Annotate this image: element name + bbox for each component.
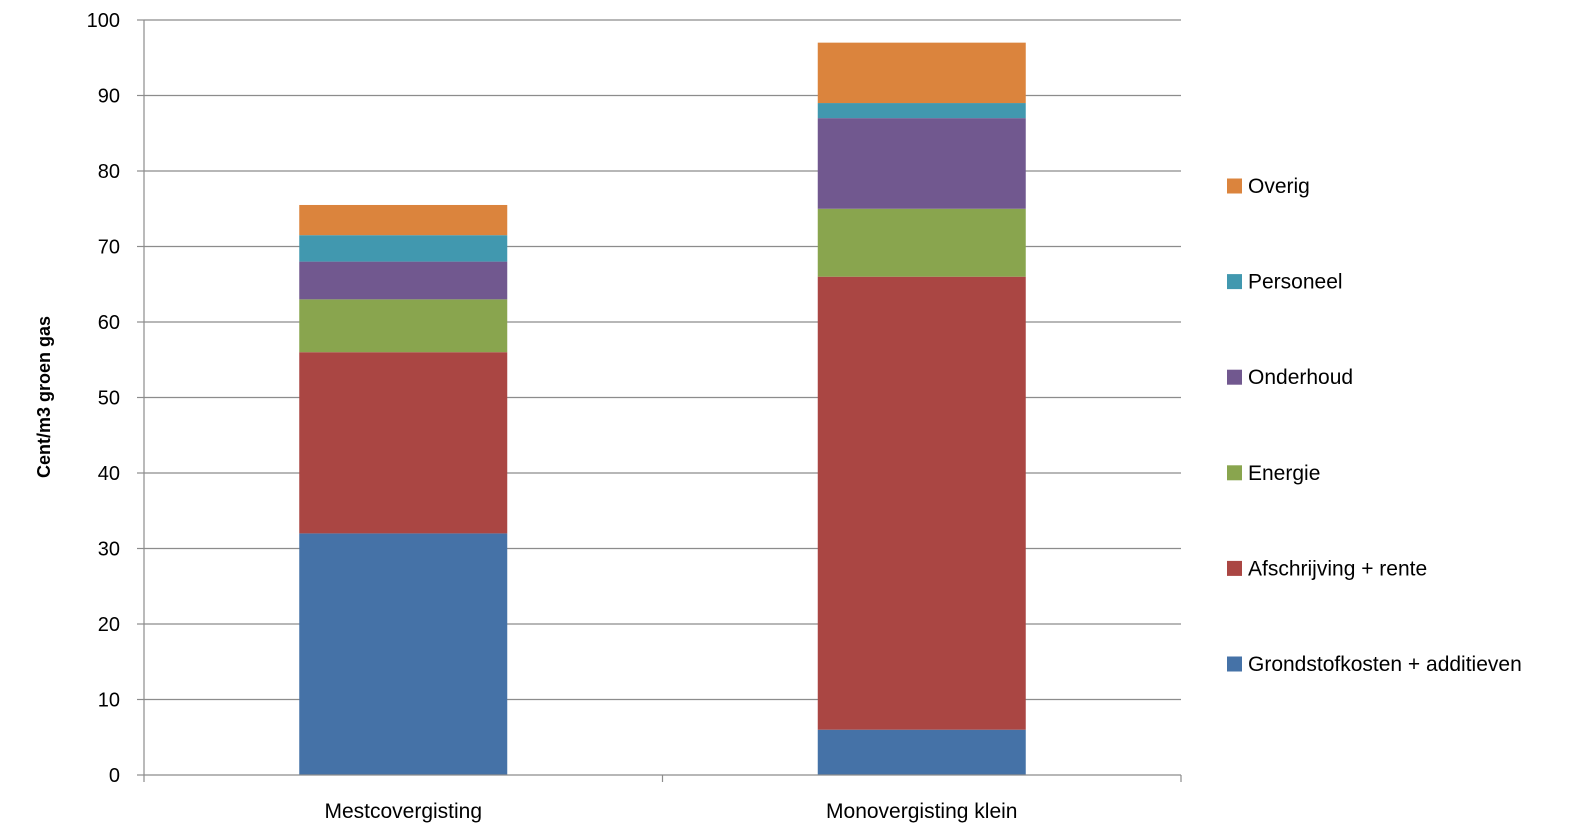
legend-label: Afschrijving + rente	[1248, 557, 1427, 580]
legend-item: Grondstofkosten + additieven	[1227, 653, 1522, 676]
legend-swatch	[1227, 560, 1242, 576]
bar-segment	[817, 118, 1026, 209]
bar-segment	[817, 103, 1026, 119]
legend-swatch	[1227, 656, 1242, 672]
bar-stacks	[299, 42, 1026, 775]
legend-label: Energie	[1248, 462, 1320, 485]
y-tick-label: 0	[109, 765, 120, 787]
bar-segment	[299, 299, 508, 353]
y-tick-label: 60	[98, 312, 120, 334]
x-category-labels: Mestcovergisting Monovergisting klein	[324, 800, 1017, 823]
legend: Grondstofkosten + additieven Afschrijving…	[1227, 175, 1522, 676]
y-tick-label: 20	[98, 614, 120, 636]
legend-swatch	[1227, 178, 1242, 194]
axes	[137, 19, 1182, 782]
y-tick-label: 40	[98, 463, 120, 485]
y-tick-label: 50	[98, 388, 120, 410]
legend-item: Overig	[1227, 175, 1310, 198]
bar-segment	[299, 204, 508, 236]
bar-segment	[299, 352, 508, 534]
legend-item: Energie	[1227, 462, 1320, 485]
legend-label: Personeel	[1248, 271, 1343, 294]
legend-label: Onderhoud	[1248, 366, 1353, 389]
bar-segment	[299, 235, 508, 262]
x-category-label: Monovergisting klein	[826, 800, 1017, 823]
bar-segment	[299, 261, 508, 300]
bar-segment	[817, 208, 1026, 277]
legend-label: Overig	[1248, 175, 1310, 198]
y-tick-label: 30	[98, 539, 120, 561]
y-tick-label: 90	[98, 86, 120, 108]
y-tick-label: 100	[87, 10, 120, 32]
bar-segment	[817, 276, 1026, 730]
y-tick-labels: 0 10 20 30 40 50 60 70 80 90 100	[87, 10, 120, 787]
bar-segment	[817, 729, 1026, 775]
y-tick-label: 10	[98, 690, 120, 712]
y-tick-label: 70	[98, 237, 120, 259]
legend-item: Onderhoud	[1227, 366, 1353, 389]
y-tick-label: 80	[98, 161, 120, 183]
legend-label: Grondstofkosten + additieven	[1248, 653, 1522, 676]
y-axis-label: Cent/m3 groen gas	[34, 316, 54, 478]
legend-item: Afschrijving + rente	[1227, 557, 1427, 580]
legend-swatch	[1227, 274, 1242, 290]
legend-swatch	[1227, 369, 1242, 385]
bar-segment	[299, 533, 508, 775]
bar-segment	[817, 42, 1026, 104]
legend-swatch	[1227, 465, 1242, 481]
legend-item: Personeel	[1227, 271, 1343, 294]
x-category-label: Mestcovergisting	[324, 800, 482, 823]
